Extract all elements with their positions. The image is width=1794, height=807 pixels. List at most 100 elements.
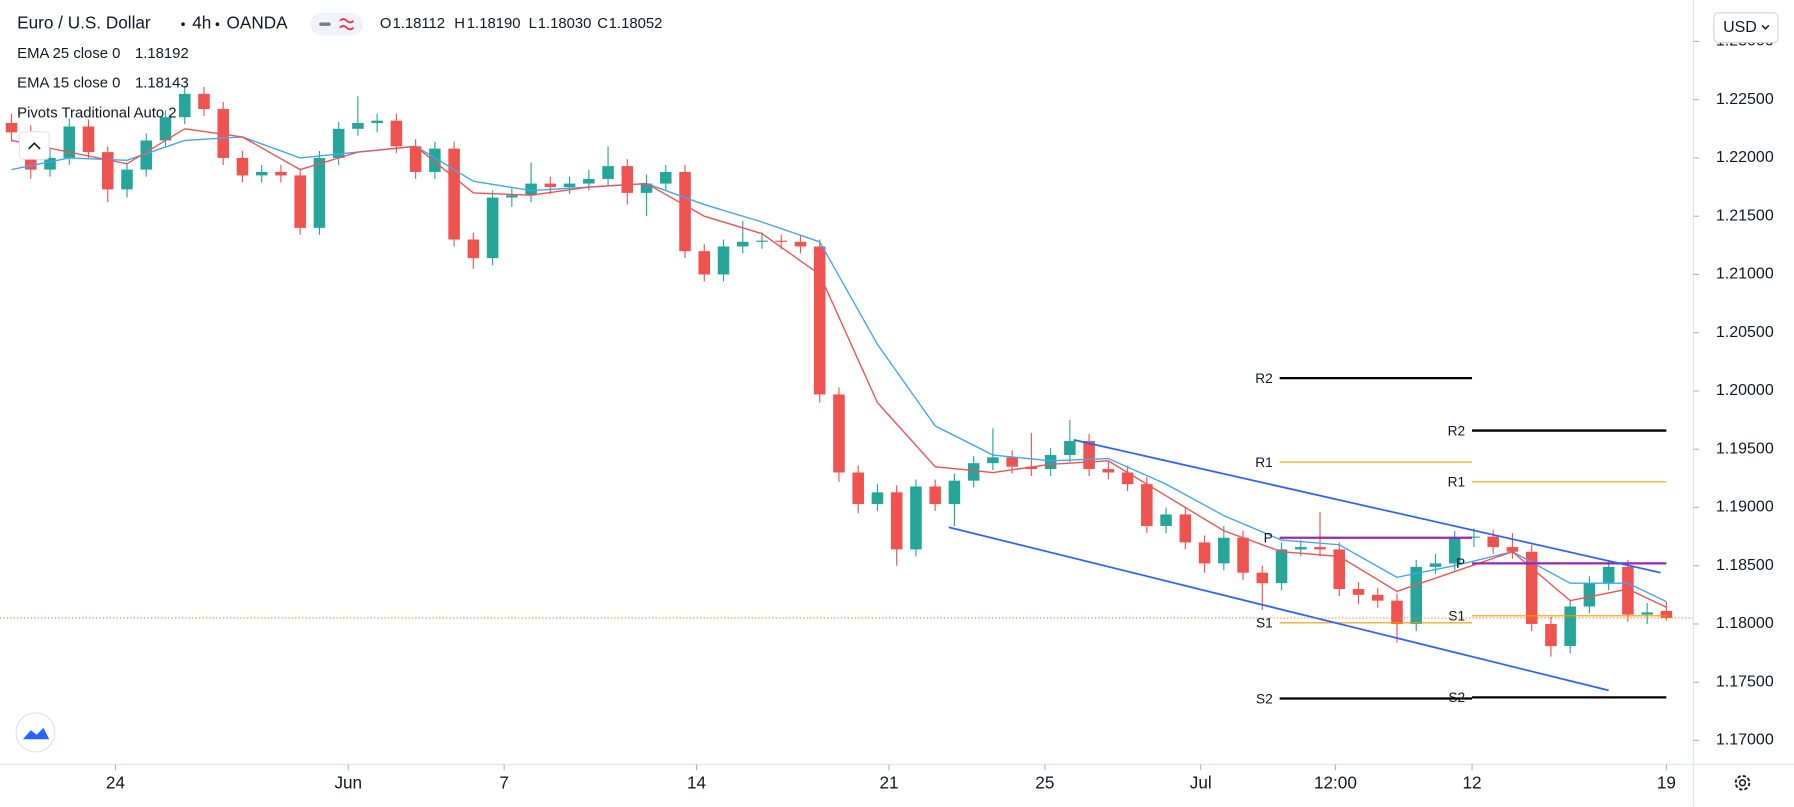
candle-body [1198,542,1211,564]
pivot-label: S1 [1256,616,1273,631]
candle-body [563,183,576,188]
candle-body [987,457,999,464]
candle-body [1025,466,1038,470]
candle-body [506,195,518,198]
candle-body [1660,610,1673,618]
interval: 4h [192,13,211,33]
candle-body [1564,606,1576,647]
y-tick-label: 1.19500 [1716,440,1774,457]
candle-body [1295,547,1307,550]
trend-line [948,526,1609,692]
candle-body [1160,514,1172,527]
pivot-label: P [1456,556,1465,571]
candle-body [698,251,711,275]
logo[interactable] [15,712,56,753]
legend-value: 1.18143 [135,76,189,92]
candle-body [198,93,210,110]
candle-body [1333,549,1346,590]
candle-body [852,472,864,504]
candle-body [967,463,980,481]
candle-body [1410,566,1423,624]
status-icon [319,22,331,26]
currency-button[interactable] [1713,12,1779,44]
x-tick-label: 7 [499,772,509,792]
ohlc-key: L [529,16,537,32]
y-tick-label: 1.21500 [1716,207,1774,224]
status-pill[interactable] [310,12,363,36]
pivot-title: Pivots Traditional Auto 2 [17,105,176,121]
status-icon [339,18,355,31]
candle-body [813,246,826,395]
candle-body [1237,537,1249,573]
candle-body [1641,612,1653,615]
x-tick-label: Jul [1190,772,1212,792]
trend-line [1073,439,1661,574]
x-tick-label: 19 [1657,772,1676,792]
collapse-icon [28,142,41,150]
legend-value: 1.18192 [135,46,189,62]
candle-body [121,169,133,190]
candle-body [1102,469,1115,473]
candle-body [486,197,499,259]
candle-body [1448,537,1461,564]
candle-body [1352,589,1365,595]
candle-body [1083,441,1095,470]
pivot-label: R2 [1448,423,1466,438]
legend: EMA 25 close 0 1.18192 EMA 15 close 0 1.181… [17,46,189,92]
candle-body [178,93,191,118]
candle-body [679,171,691,252]
candle-body [794,241,807,247]
candle-body [1314,547,1326,550]
y-tick-label: 1.18000 [1716,615,1774,632]
candle-body [390,120,403,147]
candle-body [1044,455,1057,470]
candle-body [409,146,422,172]
x-tick-label: Jun [334,772,362,792]
x-tick-label: 12:00 [1314,772,1357,792]
candle-body [1006,457,1018,467]
candle-body [332,128,345,158]
candle-body [217,109,229,158]
candle-body [1583,583,1596,607]
settings-gear [1738,779,1747,787]
candle-body [255,171,268,176]
pivot-label: R1 [1448,475,1466,490]
ohlc-value: 1.18030 [538,16,592,32]
logo-icon [22,727,50,740]
ema-line [11,136,1667,603]
candle-body [236,157,249,176]
candle-body [1622,566,1634,615]
candle-body [756,240,768,242]
candle-body [1487,536,1499,548]
separator [181,22,185,27]
x-tick-label: 12 [1462,772,1481,792]
candle-body [660,171,672,184]
x-tick-label: 24 [106,772,126,792]
y-tick-label: 1.18500 [1716,557,1774,574]
candle-body [1468,536,1480,538]
settings-gear[interactable] [1734,774,1751,791]
candle-body [910,486,922,550]
candle-body [544,183,557,188]
y-tick-label: 1.20500 [1716,324,1774,341]
ohlc-value: 1.18052 [609,16,663,32]
candle-body [82,126,95,153]
candle-body [448,148,460,240]
candle-body [1371,594,1384,601]
candle-body [1391,600,1403,624]
candle-body [1179,514,1192,543]
candle-body [525,183,537,196]
candle-body [890,492,903,550]
candle-body [1141,484,1153,527]
x-tick-label: 25 [1035,772,1054,792]
candle-body [929,486,941,504]
exchange: OANDA [227,13,289,33]
candle-body [371,120,383,123]
y-tick-label: 1.22000 [1716,149,1774,166]
collapse-button[interactable] [18,131,50,160]
ohlc-header: O 1.18112 H 1.18190 L 1.18030 C 1.18052 [380,16,663,32]
y-tick-label: 1.22500 [1716,91,1774,108]
candle-body [717,246,730,275]
